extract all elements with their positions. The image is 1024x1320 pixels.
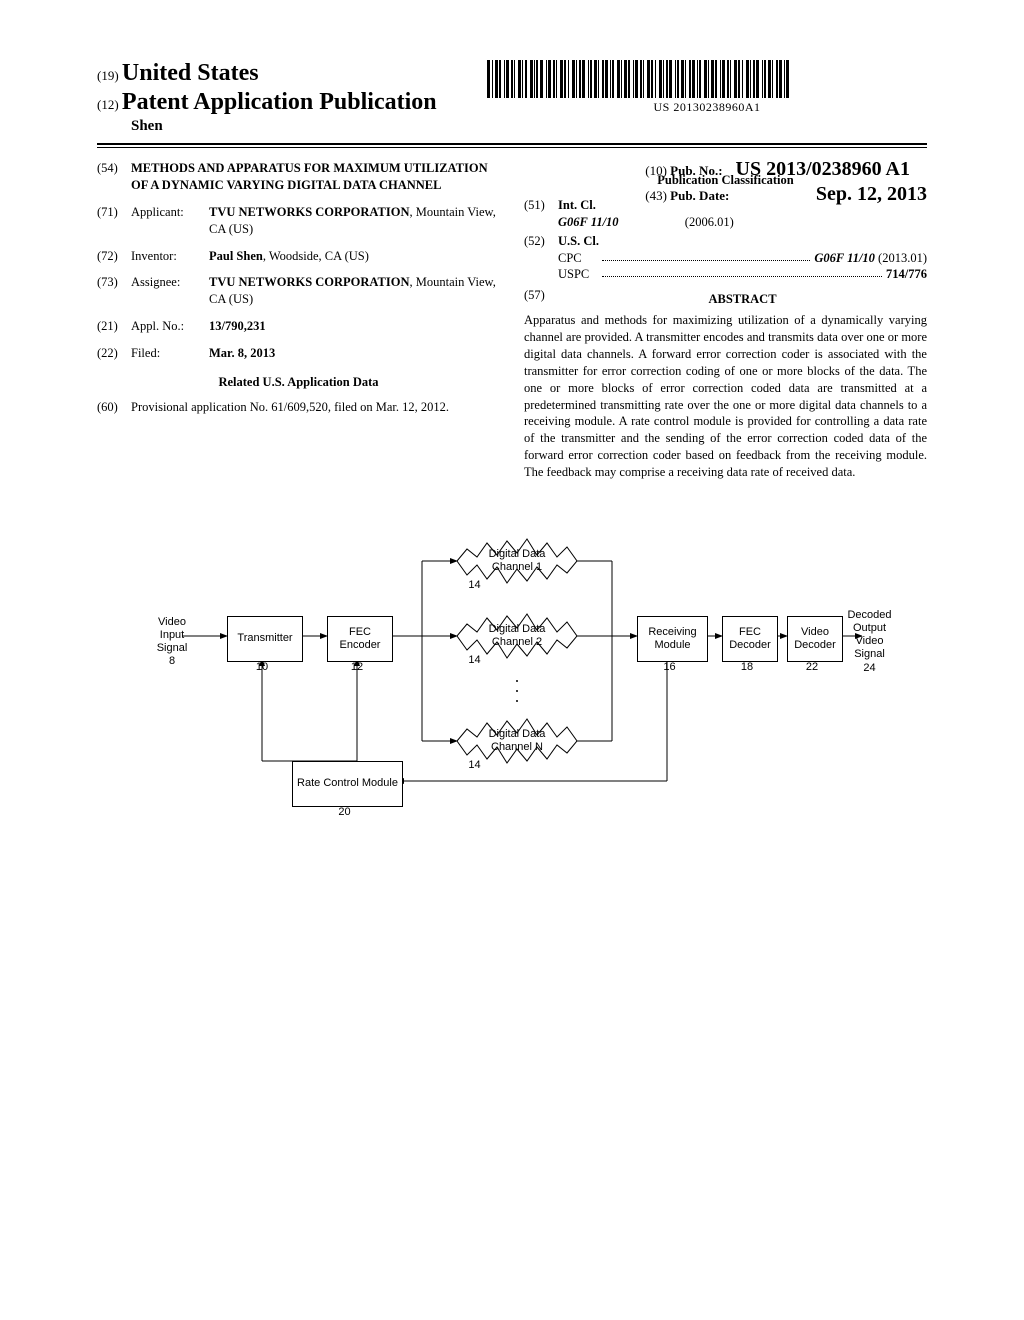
intcl-label: Int. Cl.	[558, 198, 596, 212]
video-decoder-num: 22	[787, 661, 837, 674]
fec-decoder-num: 18	[722, 661, 772, 674]
figure-diagram: Video Input Signal 8 Transmitter 10 FEC …	[162, 521, 862, 821]
uscl-label: U.S. Cl.	[558, 234, 599, 248]
channel-n-num: 14	[462, 759, 487, 772]
pubdate-value: Sep. 12, 2013	[816, 183, 927, 205]
fec-decoder-box: FEC Decoder	[722, 616, 778, 662]
code-51: (51)	[524, 197, 558, 231]
barcode-icon	[487, 60, 927, 98]
applno-value: 13/790,231	[209, 318, 500, 335]
code-72: (72)	[97, 248, 131, 265]
cpc-date: (2013.01)	[878, 251, 927, 265]
country-name: United States	[122, 60, 259, 86]
assignee-label: Assignee:	[131, 274, 209, 308]
channel-1-num: 14	[462, 579, 487, 592]
barcode-block: US 20130238960A1	[487, 60, 927, 115]
rate-control-num: 20	[292, 806, 397, 819]
transmitter-box: Transmitter	[227, 616, 303, 662]
code-43: (43)	[645, 188, 667, 203]
code-21: (21)	[97, 318, 131, 335]
code-71: (71)	[97, 204, 131, 238]
inventor-name: Paul Shen	[209, 249, 263, 263]
applno-label: Appl. No.:	[131, 318, 209, 335]
cpc-label: CPC	[558, 250, 598, 267]
channel-1-cloud: Digital Data Channel 1	[467, 546, 567, 576]
uspc-label: USPC	[558, 266, 598, 283]
filed-label: Filed:	[131, 345, 209, 362]
applicant-name: TVU NETWORKS CORPORATION	[209, 205, 409, 219]
code-12: (12)	[97, 97, 119, 112]
barcode-text: US 20130238960A1	[487, 100, 927, 115]
inventor-addr: Woodside, CA (US)	[269, 249, 369, 263]
code-57: (57)	[524, 287, 558, 312]
receiving-module-box: Receiving Module	[637, 616, 708, 662]
applicant-label: Applicant:	[131, 204, 209, 238]
code-19: (19)	[97, 68, 119, 83]
channel-2-num: 14	[462, 654, 487, 667]
inventor-label: Inventor:	[131, 248, 209, 265]
pubno-value: US 2013/0238960 A1	[736, 158, 910, 180]
cpc-value: G06F 11/10	[814, 251, 875, 265]
video-decoder-box: Video Decoder	[787, 616, 843, 662]
fec-encoder-num: 12	[327, 661, 387, 674]
pubdate-label: Pub. Date:	[670, 188, 729, 203]
invention-title: METHODS AND APPARATUS FOR MAXIMUM UTILIZ…	[131, 160, 500, 194]
code-60: (60)	[97, 399, 131, 416]
intcl-class: G06F 11/10	[558, 215, 619, 229]
channel-2-cloud: Digital Data Channel 2	[467, 621, 567, 651]
fec-encoder-box: FEC Encoder	[327, 616, 393, 662]
uspc-value: 714/776	[886, 266, 927, 283]
receiving-module-num: 16	[637, 661, 702, 674]
code-73: (73)	[97, 274, 131, 308]
assignee-name: TVU NETWORKS CORPORATION	[209, 275, 409, 289]
code-52: (52)	[524, 233, 558, 284]
author-line: Shen	[97, 118, 927, 135]
abstract-heading: ABSTRACT	[558, 291, 927, 308]
code-10: (10)	[645, 163, 667, 178]
doc-type: Patent Application Publication	[122, 89, 437, 115]
channel-n-cloud: Digital Data Channel N	[467, 726, 567, 756]
input-signal-label: Video Input Signal 8	[147, 616, 197, 669]
code-22: (22)	[97, 345, 131, 362]
abstract-body: Apparatus and methods for maximizing uti…	[524, 312, 927, 481]
provisional-text: Provisional application No. 61/609,520, …	[131, 399, 500, 416]
pubno-label: Pub. No.:	[670, 163, 722, 178]
intcl-date: (2006.01)	[685, 215, 734, 229]
output-signal-label: Decoded Output Video Signal 24	[842, 609, 897, 675]
related-data-heading: Related U.S. Application Data	[97, 374, 500, 391]
filed-value: Mar. 8, 2013	[209, 345, 500, 362]
transmitter-num: 10	[227, 661, 297, 674]
code-54: (54)	[97, 160, 131, 194]
rate-control-box: Rate Control Module	[292, 761, 403, 807]
